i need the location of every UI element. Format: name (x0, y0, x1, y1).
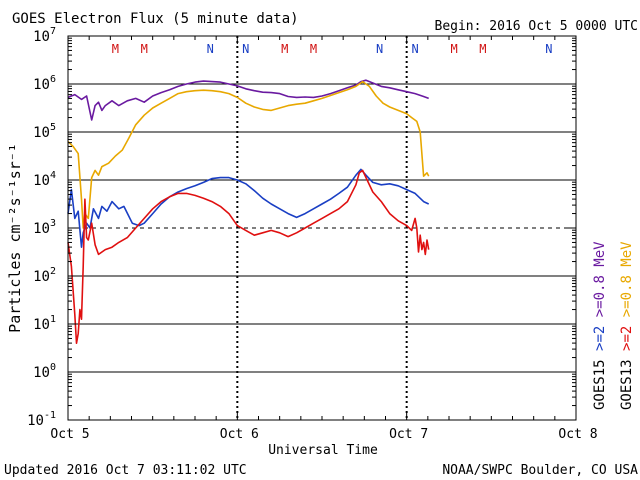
x-tick-label: Oct 7 (389, 427, 428, 442)
y-tick-label: 104 (33, 170, 56, 189)
chart-title: GOES Electron Flux (5 minute data) (12, 11, 299, 27)
marker-m: M (112, 42, 119, 56)
marker-n: N (412, 42, 419, 56)
y-axis-label: Particles cm⁻²s⁻¹sr⁻¹ (6, 143, 24, 333)
plot-frame (67, 35, 577, 421)
marker-m: M (141, 42, 148, 56)
series-line-0 (67, 79, 429, 121)
x-tick-label: Oct 5 (50, 427, 89, 442)
y-tick-label: 10-1 (27, 410, 56, 429)
y-axis-ticks: 107 106 105 104 103 102 101 100 10-1 (27, 26, 576, 429)
legend-entry: >=0.8 (592, 267, 608, 318)
y-tick-label: 103 (33, 218, 56, 237)
marker-m: M (310, 42, 317, 56)
legend-satellite: GOES13 (619, 351, 635, 410)
marker-n: N (545, 42, 552, 56)
y-tick-label: 106 (33, 74, 56, 93)
y-tick-label: 100 (33, 362, 56, 381)
marker-m: M (281, 42, 288, 56)
legend-row-goes15: GOES15 >=2 >=0.8 MeV (592, 241, 608, 410)
marker-n: N (207, 42, 214, 56)
data-series (67, 79, 430, 344)
grid-lines (68, 83, 576, 373)
legend-entry: >=2 (619, 317, 635, 351)
series-line-1 (67, 80, 430, 229)
legend-entry: >=2 (592, 317, 608, 351)
x-axis-ticks: Oct 5 Oct 6 Oct 7 Oct 8 (50, 36, 598, 442)
y-tick-label: 102 (33, 266, 56, 285)
y-tick-label: 101 (33, 314, 56, 333)
marker-m: M (450, 42, 457, 56)
legend-satellite: GOES15 (592, 351, 608, 410)
marker-n: N (376, 42, 383, 56)
marker-m: M (479, 42, 486, 56)
y-tick-label: 105 (33, 122, 56, 141)
legend-unit: MeV (592, 241, 608, 267)
x-axis-label: Universal Time (268, 443, 378, 458)
x-tick-label: Oct 6 (220, 427, 259, 442)
updated-time: Updated 2016 Oct 7 03:11:02 UTC (4, 463, 247, 478)
legend-unit: MeV (619, 241, 635, 267)
series-line-3 (67, 169, 430, 344)
y-tick-label: 107 (33, 26, 56, 45)
marker-n: N (242, 42, 249, 56)
begin-time: Begin: 2016 Oct 5 0000 UTC (435, 19, 639, 34)
legend-row-goes13: GOES13 >=2 >=0.8 MeV (619, 241, 635, 410)
credit-text: NOAA/SWPC Boulder, CO USA (442, 463, 638, 478)
x-tick-label: Oct 8 (558, 427, 597, 442)
legend-entry: >=0.8 (619, 267, 635, 318)
series-line-2 (67, 168, 430, 248)
